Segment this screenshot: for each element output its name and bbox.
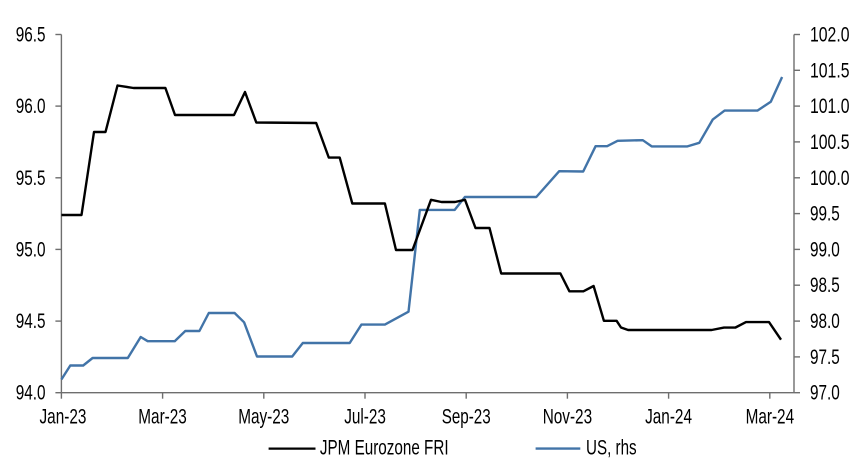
svg-text:JPM Eurozone FRI: JPM Eurozone FRI <box>320 436 449 460</box>
svg-text:94.5: 94.5 <box>16 309 46 333</box>
svg-text:100.5: 100.5 <box>810 130 850 154</box>
svg-text:May-23: May-23 <box>238 404 289 428</box>
svg-text:Jul-23: Jul-23 <box>344 404 386 428</box>
svg-text:Jan-24: Jan-24 <box>645 404 692 428</box>
svg-text:98.5: 98.5 <box>810 273 840 297</box>
svg-text:96.5: 96.5 <box>16 23 46 47</box>
svg-text:100.0: 100.0 <box>810 166 850 190</box>
svg-text:Sep-23: Sep-23 <box>442 404 491 428</box>
svg-text:Jan-23: Jan-23 <box>40 404 87 428</box>
svg-text:102.0: 102.0 <box>810 23 850 47</box>
svg-text:US, rhs: US, rhs <box>586 436 637 460</box>
svg-text:96.0: 96.0 <box>16 94 46 118</box>
svg-text:97.5: 97.5 <box>810 345 840 369</box>
svg-text:101.0: 101.0 <box>810 94 850 118</box>
svg-text:101.5: 101.5 <box>810 58 850 82</box>
svg-text:95.0: 95.0 <box>16 237 46 261</box>
svg-text:98.0: 98.0 <box>810 309 840 333</box>
svg-text:94.0: 94.0 <box>16 381 46 405</box>
svg-text:Mar-24: Mar-24 <box>746 404 795 428</box>
svg-text:Mar-23: Mar-23 <box>138 404 187 428</box>
svg-text:99.5: 99.5 <box>810 202 840 226</box>
svg-text:97.0: 97.0 <box>810 381 840 405</box>
svg-text:95.5: 95.5 <box>16 166 46 190</box>
svg-text:99.0: 99.0 <box>810 237 840 261</box>
svg-text:Nov-23: Nov-23 <box>543 404 592 428</box>
